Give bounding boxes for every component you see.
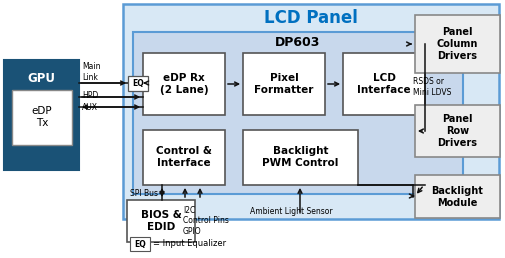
Text: RSDS or
Mini LDVS: RSDS or Mini LDVS	[412, 77, 450, 97]
FancyBboxPatch shape	[414, 15, 499, 73]
Text: Backlight
PWM Control: Backlight PWM Control	[262, 147, 338, 168]
Text: eDP
Tx: eDP Tx	[32, 107, 52, 128]
Text: Main
Link: Main Link	[82, 62, 100, 82]
Text: EQ: EQ	[132, 79, 143, 88]
FancyBboxPatch shape	[130, 237, 149, 251]
FancyBboxPatch shape	[242, 53, 324, 115]
Text: SPI Bus: SPI Bus	[130, 189, 158, 198]
FancyBboxPatch shape	[414, 175, 499, 218]
FancyBboxPatch shape	[12, 90, 72, 145]
Text: DP603: DP603	[275, 36, 320, 50]
FancyBboxPatch shape	[143, 130, 225, 185]
Text: Panel
Column
Drivers: Panel Column Drivers	[436, 27, 477, 61]
Text: LCD
Interface: LCD Interface	[357, 73, 410, 95]
FancyBboxPatch shape	[143, 53, 225, 115]
FancyBboxPatch shape	[342, 53, 424, 115]
Text: Ambient Light Sensor: Ambient Light Sensor	[249, 207, 332, 216]
Text: HPD: HPD	[82, 91, 98, 100]
Text: LCD Panel: LCD Panel	[264, 9, 357, 27]
Text: Control &
Interface: Control & Interface	[156, 147, 212, 168]
FancyBboxPatch shape	[123, 4, 498, 219]
FancyBboxPatch shape	[133, 32, 462, 194]
Text: I2C
Control Pins
GPIO: I2C Control Pins GPIO	[183, 206, 228, 236]
FancyBboxPatch shape	[414, 105, 499, 157]
Text: = Input Equalizer: = Input Equalizer	[153, 239, 226, 248]
FancyBboxPatch shape	[242, 130, 358, 185]
Text: GPU: GPU	[27, 71, 56, 85]
Text: AUX: AUX	[82, 102, 98, 111]
FancyBboxPatch shape	[4, 60, 79, 170]
Text: EQ: EQ	[134, 239, 145, 248]
Text: Panel
Row
Drivers: Panel Row Drivers	[437, 114, 477, 148]
Text: Pixel
Formatter: Pixel Formatter	[254, 73, 313, 95]
FancyBboxPatch shape	[128, 76, 147, 91]
Text: Backlight
Module: Backlight Module	[431, 186, 482, 207]
Text: eDP Rx
(2 Lane): eDP Rx (2 Lane)	[160, 73, 208, 95]
Text: BIOS &
EDID: BIOS & EDID	[140, 210, 181, 232]
FancyBboxPatch shape	[127, 200, 194, 242]
